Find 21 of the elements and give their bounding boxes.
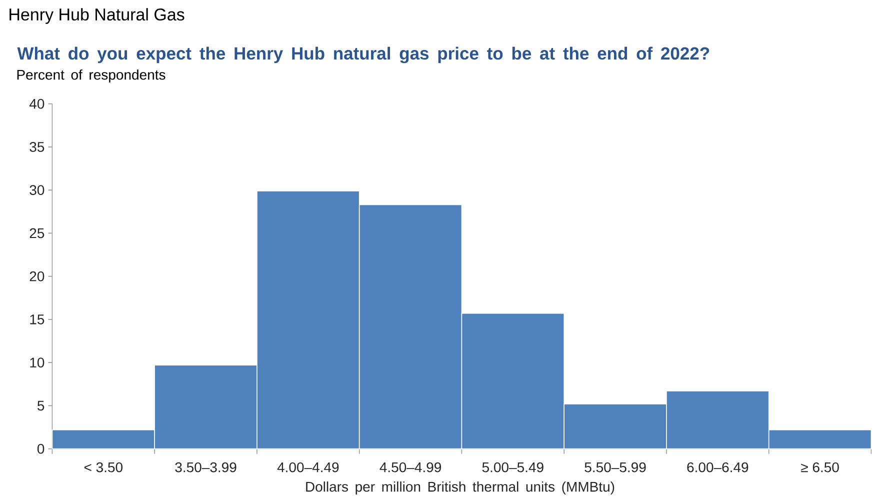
- y-tick-label: 10: [30, 358, 44, 368]
- x-tick-label: ≥ 6.50: [801, 462, 839, 472]
- x-axis-title: Dollars per million British thermal units (MMBtu): [306, 481, 614, 495]
- x-tick-label: < 3.50: [84, 462, 122, 472]
- y-tick-label: 0: [37, 444, 44, 454]
- y-tick-label: 15: [30, 314, 44, 324]
- y-tick-label: 35: [30, 142, 44, 152]
- x-tick-label: 3.50–3.99: [175, 462, 236, 472]
- y-tick-label: 20: [30, 271, 44, 282]
- x-tick-label: 6.00–6.49: [687, 462, 748, 472]
- y-tick-label: 5: [37, 400, 44, 411]
- chart-title: Henry Hub Natural Gas: [10, 8, 184, 24]
- y-axis-title: Percent of respondents: [17, 69, 166, 83]
- x-tick-label: 5.50–5.99: [584, 462, 646, 472]
- y-tick-label: 40: [29, 98, 44, 109]
- chart-subtitle: What do you expect the Henry Hub natural gas price to be at the end of 2022?: [17, 46, 710, 64]
- x-tick-label: 4.50–4.99: [380, 462, 442, 472]
- y-tick-label: 25: [30, 228, 44, 238]
- y-tick-label: 30: [30, 185, 44, 196]
- x-tick-label: 5.00–5.49: [482, 462, 544, 472]
- x-tick-label: 4.00–4.49: [277, 462, 339, 472]
